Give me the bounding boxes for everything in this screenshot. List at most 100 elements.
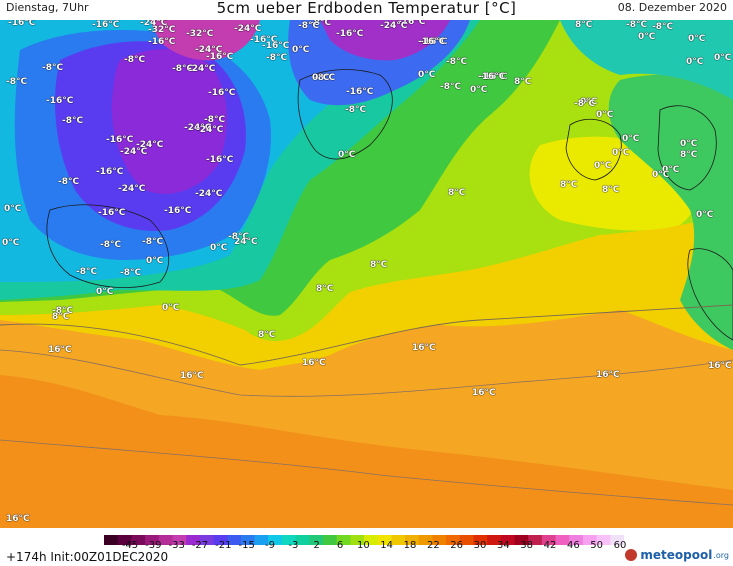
temperature-label: -16°C	[92, 20, 120, 30]
temperature-label: -16°C	[164, 206, 192, 216]
temperature-label: -24°C	[195, 45, 223, 55]
temperature-label: -8°C	[204, 115, 226, 125]
temperature-label: -8°C	[345, 105, 367, 115]
temperature-label: -24°C	[234, 24, 262, 34]
legend-swatch	[186, 535, 201, 545]
temperature-label: -16°C	[262, 41, 290, 51]
temperature-map: -16°C -16°C -24°C -32°C -32°C -16°C -24°C -16°C…	[0, 20, 733, 528]
temperature-label: -16°C	[420, 37, 448, 47]
temperature-label: -8°C	[142, 237, 164, 247]
legend-tick: 2	[313, 540, 320, 551]
purple-zone-north	[320, 20, 450, 61]
greenland-outline	[297, 69, 393, 160]
temperature-label: 0°C	[2, 238, 20, 248]
temperature-label: 8°C	[575, 20, 593, 30]
temperature-label: 8°C	[370, 260, 388, 270]
legend-swatch	[418, 535, 433, 545]
temperature-label: -24°C	[188, 64, 216, 74]
temperature-label: 0°C	[96, 287, 114, 297]
temperature-label: 0°C	[146, 256, 164, 266]
legend-swatch	[364, 535, 379, 545]
legend-swatch	[199, 535, 214, 545]
temperature-label: 16°C	[302, 358, 326, 368]
temperature-label: 0°C	[662, 165, 680, 175]
legend-tick: -9	[265, 540, 275, 551]
temperature-label: -16°C	[480, 72, 508, 82]
temperature-label: 8°C	[258, 330, 276, 340]
logo-brand: meteopool	[640, 548, 713, 562]
isotherm-20	[0, 349, 733, 397]
temperature-label: -16°C	[208, 88, 236, 98]
temperature-label: -16°C	[96, 167, 124, 177]
temperature-label: -24°C	[195, 189, 223, 199]
legend-tick: 18	[403, 540, 417, 551]
legend-ticks: -45 -39 -33 -27 -21 -15 -9 -3 2 6 10 14 18 22 26 30 34 38…	[0, 540, 733, 552]
temperature-label: 0°C	[622, 134, 640, 144]
temperature-label: 0°C	[418, 70, 436, 80]
legend-swatch	[145, 535, 160, 545]
temperature-label: -8°C	[172, 64, 194, 74]
map-title: 5cm ueber Erdboden Temperatur [°C]	[216, 0, 517, 17]
temperature-label: 16°C	[596, 370, 620, 380]
temperature-label: 0°C	[596, 110, 614, 120]
legend-tick: 10	[356, 540, 370, 551]
temperature-label: 16°C	[48, 345, 72, 355]
scandinavia-cyan	[560, 20, 733, 100]
scandinavia-outline	[657, 105, 717, 191]
legend-swatch	[473, 535, 488, 545]
temperature-label: -24°C	[140, 20, 168, 28]
legend-swatch	[432, 535, 447, 545]
legend-swatch	[500, 535, 516, 545]
temperature-label: -8°C	[446, 57, 468, 67]
temperature-label: 0°C	[292, 45, 310, 55]
temperature-label: -8°C	[76, 267, 98, 277]
labrador-outline	[46, 204, 169, 288]
temperature-label: 16°C	[412, 343, 436, 353]
legend-tick: 14	[380, 540, 394, 551]
temperature-label: -24°C	[196, 125, 224, 135]
legend-swatch	[117, 535, 132, 545]
temperature-label: -16°C	[206, 52, 234, 62]
temperature-label: 0°C	[714, 53, 732, 63]
temperature-label: -8°C	[228, 232, 250, 242]
legend-swatch	[227, 535, 242, 545]
temperature-label: -16°C	[418, 37, 446, 47]
temperature-label: -24°C	[120, 147, 148, 157]
color-legend-bar	[104, 535, 625, 545]
legend-swatch	[350, 535, 365, 545]
temperature-label: 0°C	[594, 161, 612, 171]
legend-swatch	[104, 535, 119, 545]
legend-tick: 26	[450, 540, 464, 551]
temperature-label: -8°C	[626, 20, 648, 30]
legend-swatch	[446, 535, 461, 545]
forecast-day-label: Dienstag, 7Uhr	[6, 1, 89, 14]
temperature-label: -16°C	[148, 37, 176, 47]
legend-swatch	[582, 535, 598, 545]
purple-zone	[111, 49, 228, 194]
legend-tick: -39	[145, 540, 162, 551]
legend-swatch	[240, 535, 256, 545]
temperature-label: -8°C	[62, 116, 84, 126]
meteopool-logo[interactable]: meteopool .org	[625, 546, 729, 564]
isotherm-16	[0, 304, 733, 366]
legend-tick: -27	[191, 540, 209, 551]
temperature-label: 0°C	[580, 97, 598, 107]
legend-swatch	[322, 535, 338, 545]
temperature-label: -16°C	[206, 155, 234, 165]
temperature-label: -8°C	[100, 240, 122, 250]
temperature-label: 0°C	[312, 73, 330, 83]
legend-swatch	[268, 535, 283, 545]
header-bar: Dienstag, 7Uhr 5cm ueber Erdboden Temper…	[0, 0, 733, 20]
temperature-label: 8°C	[514, 77, 532, 87]
iberia-outline	[687, 248, 733, 341]
deep-orange-zone	[0, 375, 733, 528]
temperature-label: 8°C	[560, 180, 578, 190]
temperature-label: 16°C	[708, 361, 732, 371]
legend-swatch	[459, 535, 474, 545]
temperature-label: 16°C	[6, 514, 30, 524]
legend-tick: 34	[496, 540, 510, 551]
legend-tick: -45	[121, 540, 139, 551]
temperature-label: -16°C	[478, 72, 506, 82]
temperature-label: 0°C	[470, 85, 488, 95]
legend-swatch	[391, 535, 406, 545]
